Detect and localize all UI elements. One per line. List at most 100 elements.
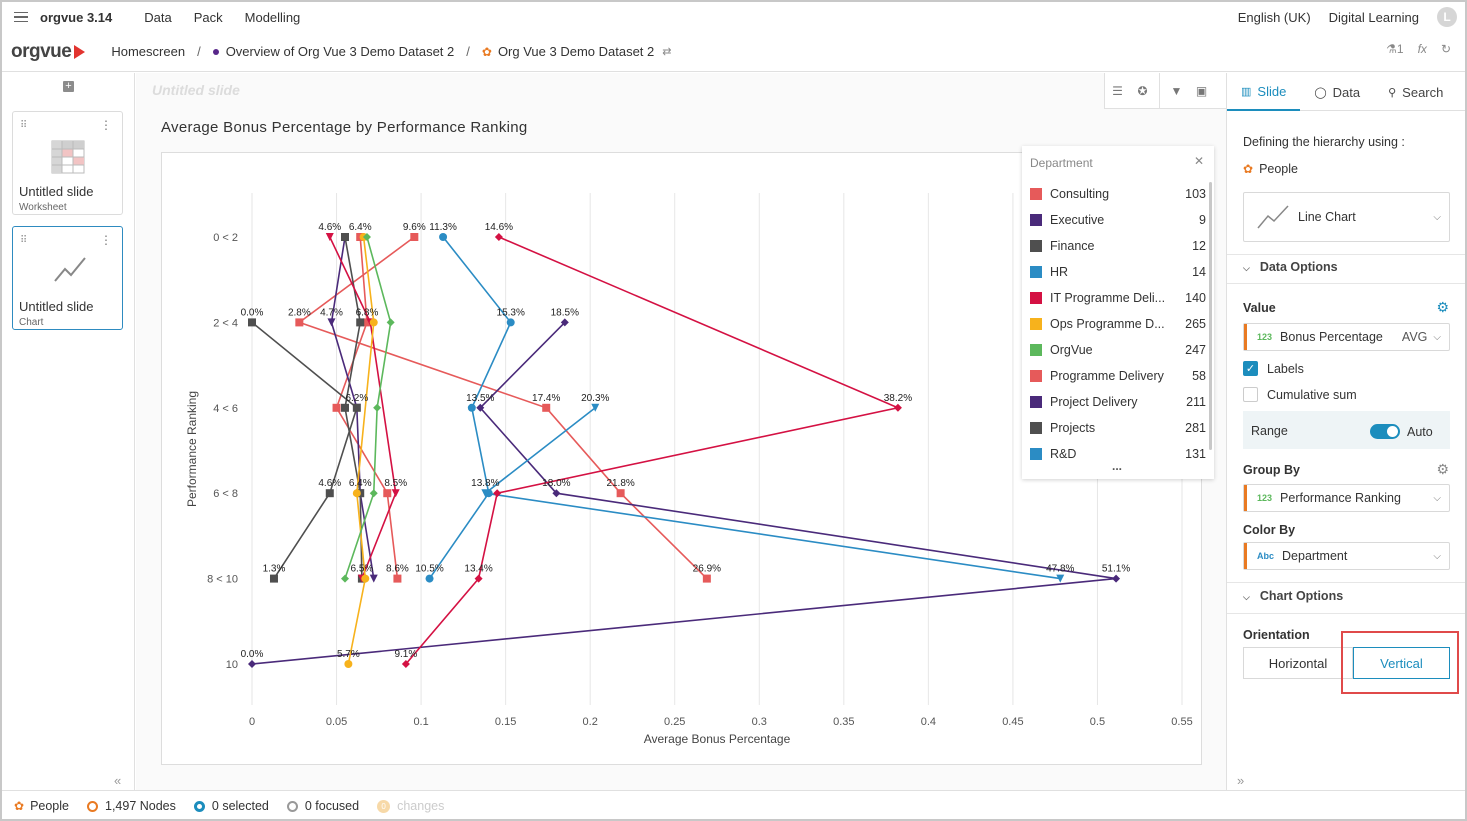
breadcrumb-dataset[interactable]: Org Vue 3 Demo Dataset 2 xyxy=(497,44,655,59)
data-label: 6.8% xyxy=(356,307,379,318)
menu-pack[interactable]: Pack xyxy=(193,9,223,25)
line-chart[interactable]: 0 0.05 0.1 0.15 0.2 0.25 0.3 0.35 0.4 0.45 0.5 0.55… xyxy=(162,153,1203,766)
drag-handle-icon[interactable]: ⠿ xyxy=(20,120,27,131)
y-tick-label: 6 < 8 xyxy=(213,488,238,500)
data-point xyxy=(362,318,371,327)
legend-label: IT Programme Deli... xyxy=(1050,291,1166,305)
legend-scrollbar[interactable] xyxy=(1209,182,1212,450)
orgvue-logo[interactable]: orgvue xyxy=(11,41,86,63)
range-auto-toggle[interactable] xyxy=(1370,424,1400,439)
legend-more[interactable]: ... xyxy=(1112,459,1123,473)
legend-item[interactable]: Project Delivery 211 xyxy=(1030,393,1206,411)
legend-item[interactable]: Finance 12 xyxy=(1030,237,1206,255)
slide-thumbnail-chart[interactable]: ⠿ ⋮ Untitled slide Chart xyxy=(12,226,123,330)
orientation-vertical-button[interactable]: Vertical xyxy=(1353,647,1450,679)
list-icon[interactable]: ☰ xyxy=(1112,83,1123,98)
numeric-type-badge: 123 xyxy=(1257,332,1273,342)
chart-type-selector[interactable]: Line Chart ⌵ xyxy=(1243,192,1450,242)
legend-item[interactable]: Executive 9 xyxy=(1030,211,1206,229)
data-point xyxy=(341,403,349,412)
legend-count: 140 xyxy=(1185,291,1206,305)
panel-icon[interactable]: ▣ xyxy=(1195,83,1208,98)
legend-item[interactable]: OrgVue 247 xyxy=(1030,341,1206,359)
hamburger-menu-icon[interactable] xyxy=(14,11,28,23)
sync-icon[interactable]: ⇄ xyxy=(662,46,672,58)
chevron-down-icon: ⌵ xyxy=(1433,211,1441,223)
legend-label: HR xyxy=(1050,265,1069,279)
chevron-down-icon: ⌵ xyxy=(1433,331,1441,343)
data-point xyxy=(332,403,341,412)
cumulative-sum-checkbox[interactable] xyxy=(1243,387,1258,402)
collapse-right-icon[interactable]: » xyxy=(1237,773,1245,788)
legend-item[interactable]: Programme Delivery 58 xyxy=(1030,367,1206,385)
breadcrumb-overview[interactable]: Overview of Org Vue 3 Demo Dataset 2 xyxy=(225,44,455,59)
add-slide-button[interactable]: + xyxy=(63,81,74,92)
data-point xyxy=(362,233,371,241)
legend-item[interactable]: Ops Programme D... 265 xyxy=(1030,315,1206,333)
formula-icon[interactable]: fx xyxy=(1417,42,1427,56)
tab-data[interactable]: ◯ Data xyxy=(1300,73,1374,111)
status-selected[interactable]: 0 selected xyxy=(193,799,269,813)
status-people-label: People xyxy=(30,799,69,813)
refresh-icon[interactable]: ↻ xyxy=(1440,42,1451,56)
tab-search[interactable]: ⚲ Search xyxy=(1374,73,1457,111)
range-row: Range Auto xyxy=(1243,411,1450,449)
legend-item[interactable]: IT Programme Deli... 140 xyxy=(1030,289,1206,307)
range-value: Auto xyxy=(1407,425,1433,439)
filter-icon[interactable]: ▼ xyxy=(1170,83,1183,98)
group-by-selector[interactable]: 123 Performance Ranking ⌵ xyxy=(1243,484,1450,512)
legend-item[interactable]: Consulting 103 xyxy=(1030,185,1206,203)
data-point xyxy=(702,574,711,583)
collapse-left-icon[interactable]: « xyxy=(114,773,122,788)
slide-title-input[interactable]: Untitled slide xyxy=(152,82,240,98)
data-point xyxy=(1056,574,1065,583)
status-focused-label: 0 focused xyxy=(304,799,360,813)
legend-swatch xyxy=(1030,448,1042,460)
chart-options-section[interactable]: ⌵ Chart Options xyxy=(1243,589,1343,603)
menu-data[interactable]: Data xyxy=(144,9,172,25)
labels-checkbox[interactable]: ✓ xyxy=(1243,361,1258,376)
close-icon[interactable]: ✕ xyxy=(1193,154,1204,168)
legend-item[interactable]: HR 14 xyxy=(1030,263,1206,281)
color-by-selector[interactable]: Abc Department ⌵ xyxy=(1243,542,1450,570)
x-tick-label: 0 xyxy=(249,716,255,728)
aggregation-value[interactable]: AVG xyxy=(1401,330,1428,344)
data-point xyxy=(439,233,448,241)
menu-modelling[interactable]: Modelling xyxy=(244,9,301,25)
legend-label: Programme Delivery xyxy=(1050,369,1164,383)
tab-slide[interactable]: ▥ Slide xyxy=(1227,73,1301,111)
more-options-icon[interactable]: ⋮ xyxy=(100,118,112,132)
status-nodes[interactable]: 1,497 Nodes xyxy=(87,799,176,813)
chart-bars-icon: ▥ xyxy=(1241,85,1252,98)
value-field-selector[interactable]: 123 Bonus Percentage AVG ⌵ xyxy=(1243,323,1450,351)
workspace-selector[interactable]: Digital Learning xyxy=(1328,9,1419,25)
legend-item[interactable]: R&D 131 xyxy=(1030,445,1206,463)
language-selector[interactable]: English (UK) xyxy=(1237,9,1311,25)
chart-type-value: Line Chart xyxy=(1298,210,1356,224)
data-point xyxy=(248,318,256,327)
legend-item[interactable]: Projects 281 xyxy=(1030,419,1206,437)
avatar[interactable]: L xyxy=(1437,7,1457,27)
status-changes[interactable]: 0 changes xyxy=(377,799,444,813)
orientation-horizontal-button[interactable]: Horizontal xyxy=(1243,647,1353,679)
status-people[interactable]: ✿ People xyxy=(14,799,69,813)
data-point xyxy=(393,574,402,583)
x-axis-label: Average Bonus Percentage xyxy=(644,732,791,746)
status-focused[interactable]: 0 focused xyxy=(286,799,360,813)
slide-thumbnail-worksheet[interactable]: ⠿ ⋮ Untitled slide Worksheet xyxy=(12,111,123,215)
changes-count-badge: 0 xyxy=(377,799,391,813)
gear-icon[interactable]: ⚙ xyxy=(1436,299,1449,315)
data-point xyxy=(383,489,392,498)
x-tick-label: 0.55 xyxy=(1171,716,1192,728)
breadcrumb-homescreen[interactable]: Homescreen xyxy=(111,44,186,59)
data-options-section[interactable]: ⌵ Data Options xyxy=(1243,260,1338,274)
drag-handle-icon[interactable]: ⠿ xyxy=(20,235,27,246)
gear-icon[interactable]: ⚙ xyxy=(1436,461,1449,477)
more-options-icon[interactable]: ⋮ xyxy=(100,233,112,247)
x-tick-label: 0.5 xyxy=(1090,716,1105,728)
flask-icon[interactable]: ⚗1 xyxy=(1386,42,1404,56)
palette-icon[interactable]: ✪ xyxy=(1137,83,1148,98)
legend-label: Project Delivery xyxy=(1050,395,1138,409)
section-title: Chart Options xyxy=(1259,589,1344,603)
properties-panel: ▥ Slide ◯ Data ⚲ Search Defining the hierar… xyxy=(1226,73,1465,790)
